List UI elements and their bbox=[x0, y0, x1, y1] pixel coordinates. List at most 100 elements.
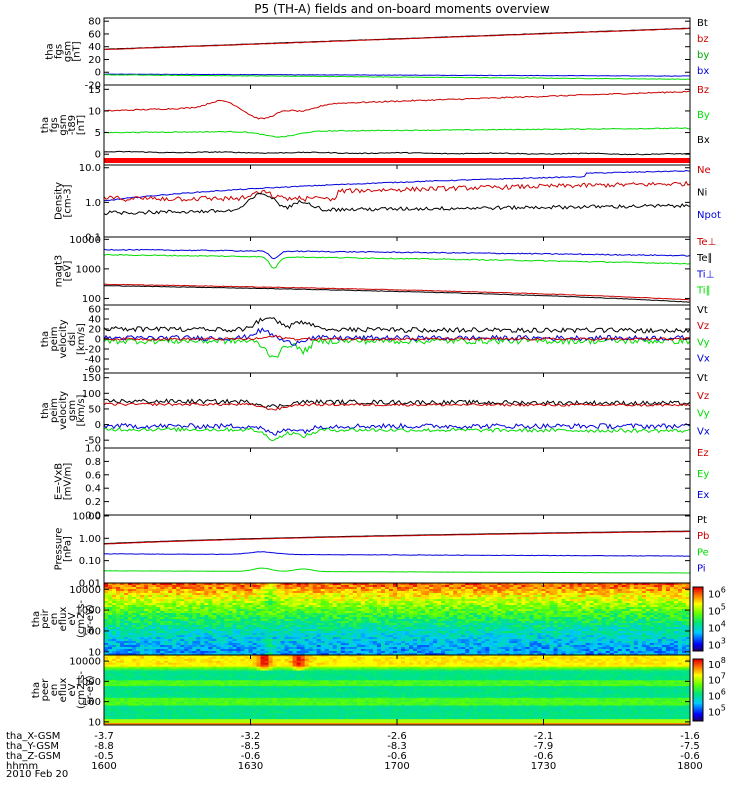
y-axis-label: peir bbox=[40, 608, 51, 628]
ephemeris-value: -3.7 bbox=[94, 731, 114, 742]
legend-entry: Vz bbox=[697, 391, 709, 402]
y-tick-label: 1000 bbox=[76, 264, 101, 275]
y-tick-label: 10000 bbox=[69, 657, 101, 668]
y-tick-label: 20 bbox=[88, 55, 101, 66]
y-tick-label: 0.10 bbox=[79, 556, 101, 567]
y-axis-label: dsl bbox=[67, 332, 78, 346]
legend-entry: Bt bbox=[697, 18, 708, 29]
legend-entry: Npot bbox=[697, 210, 721, 221]
panel-series bbox=[104, 317, 690, 358]
panel-7: 1.0 0.8 0.6 0.4 0.2 0.0 E=-VxB[mV/m] Ez Ey Ex bbox=[54, 444, 710, 522]
ephemeris-value: -7.9 bbox=[534, 741, 554, 752]
ephemeris-value: -1.6 bbox=[680, 731, 700, 742]
y-tick-label: 0.8 bbox=[85, 457, 101, 468]
y-axis-label: [nPa] bbox=[63, 536, 74, 562]
legend-entry: Pt bbox=[697, 515, 707, 526]
y-axis-label: peer bbox=[40, 678, 51, 702]
ephemeris-label: hhmm bbox=[6, 761, 38, 772]
panel-3: 10.0 1.0 0.1 Density[cm-3] Ne Ni Npot bbox=[54, 163, 721, 243]
y-axis-label: [nT] bbox=[76, 115, 87, 135]
y-tick-label: 40 bbox=[88, 42, 101, 53]
y-axis-label: [km/s] bbox=[76, 323, 87, 355]
y-tick-label: 80 bbox=[88, 17, 101, 28]
y-tick-label: 10000 bbox=[69, 235, 101, 246]
y-axis-label: velocity bbox=[58, 391, 69, 430]
series-line-Ti⊥ bbox=[104, 248, 690, 260]
y-tick-label: 100 bbox=[82, 626, 101, 637]
series-line-Vx bbox=[104, 422, 690, 436]
legend-entry: Ez bbox=[697, 448, 709, 459]
panel-frame bbox=[103, 164, 691, 238]
legend-entry: bz bbox=[697, 34, 709, 45]
panel-series bbox=[104, 530, 690, 574]
series-line-Vy bbox=[104, 426, 690, 442]
y-tick-label: 100 bbox=[82, 389, 101, 400]
panel-frame bbox=[103, 447, 691, 516]
y-axis-label: -t89 bbox=[67, 115, 78, 135]
chart-date: 2010 Feb 20 bbox=[6, 769, 68, 780]
y-axis-label: tha bbox=[31, 682, 42, 698]
colorbar-tick: 103 bbox=[708, 636, 726, 651]
y-tick-label: 10.0 bbox=[79, 163, 101, 174]
series-line-Ni bbox=[104, 192, 690, 216]
y-axis-label: sr-eV) bbox=[85, 675, 96, 704]
ephemeris-value: 1600 bbox=[91, 761, 116, 772]
series-line-bz bbox=[104, 28, 690, 50]
y-axis-label: [km/s] bbox=[76, 394, 87, 426]
ephemeris-value: -0.6 bbox=[387, 751, 407, 762]
y-tick-label: 0.1 bbox=[85, 233, 101, 244]
legend-entry: Vt bbox=[697, 373, 708, 384]
ephemeris-value: 1700 bbox=[384, 761, 409, 772]
series-line-Te⊥ bbox=[104, 283, 690, 301]
legend-entry: bx bbox=[697, 66, 709, 77]
y-tick-label: 10000 bbox=[69, 585, 101, 596]
ephemeris-label: tha_Y-GSM bbox=[6, 741, 59, 752]
y-tick-label: 1000 bbox=[76, 677, 101, 688]
series-line-Vx bbox=[104, 327, 690, 346]
y-axis-label: tha bbox=[45, 43, 56, 59]
y-tick-label: 10.00 bbox=[72, 511, 101, 522]
ephemeris-value: -0.6 bbox=[241, 751, 261, 762]
series-line-Vz bbox=[104, 402, 690, 411]
y-tick-label: 0 bbox=[95, 420, 101, 431]
colorbar-tick: 107 bbox=[708, 672, 726, 687]
spectrogram-image bbox=[104, 655, 690, 725]
y-axis-label: en bbox=[49, 684, 60, 697]
y-axis-label: (cm2-s- bbox=[76, 600, 87, 638]
y-axis-label: gsm bbox=[63, 41, 74, 62]
legend-entry: Pe bbox=[697, 547, 709, 558]
y-tick-label: 0 bbox=[95, 150, 101, 161]
panel-frame bbox=[103, 372, 691, 449]
y-tick-label: 0.01 bbox=[79, 579, 101, 590]
ephemeris-value: 1730 bbox=[531, 761, 556, 772]
series-line-by bbox=[104, 74, 690, 80]
y-tick-label: 20 bbox=[88, 325, 101, 336]
ephemeris-value: -7.5 bbox=[680, 741, 700, 752]
y-axis-label: peim bbox=[49, 398, 60, 423]
panel-series bbox=[104, 398, 690, 442]
y-tick-label: 50 bbox=[88, 404, 101, 415]
y-axis-label: tha bbox=[40, 117, 51, 133]
panels: 806040200-20thafgsgsm[nT]Btbzbybx151050t… bbox=[31, 17, 726, 729]
series-line-bx bbox=[104, 73, 690, 77]
y-tick-label: -20 bbox=[85, 81, 101, 92]
colorbar-tick: 105 bbox=[708, 704, 726, 719]
y-axis-label: velocity bbox=[58, 319, 69, 358]
y-axis-label: eV bbox=[67, 612, 78, 625]
y-axis-label: Pressure bbox=[54, 528, 65, 571]
y-axis-label: gsm bbox=[58, 114, 69, 135]
legend-entry: Ex bbox=[697, 490, 709, 501]
legend-entry: Ti⊥ bbox=[696, 269, 714, 280]
y-tick-label: -50 bbox=[85, 436, 101, 447]
y-axis-label: [cm-3] bbox=[63, 184, 74, 217]
series-line-Npot bbox=[104, 169, 690, 202]
legend-entry: Vy bbox=[697, 337, 710, 348]
y-axis-label: tha bbox=[40, 331, 51, 347]
y-tick-label: 15 bbox=[88, 85, 101, 96]
ephemeris-label: tha_X-GSM bbox=[6, 731, 60, 742]
panel-series bbox=[104, 27, 690, 80]
